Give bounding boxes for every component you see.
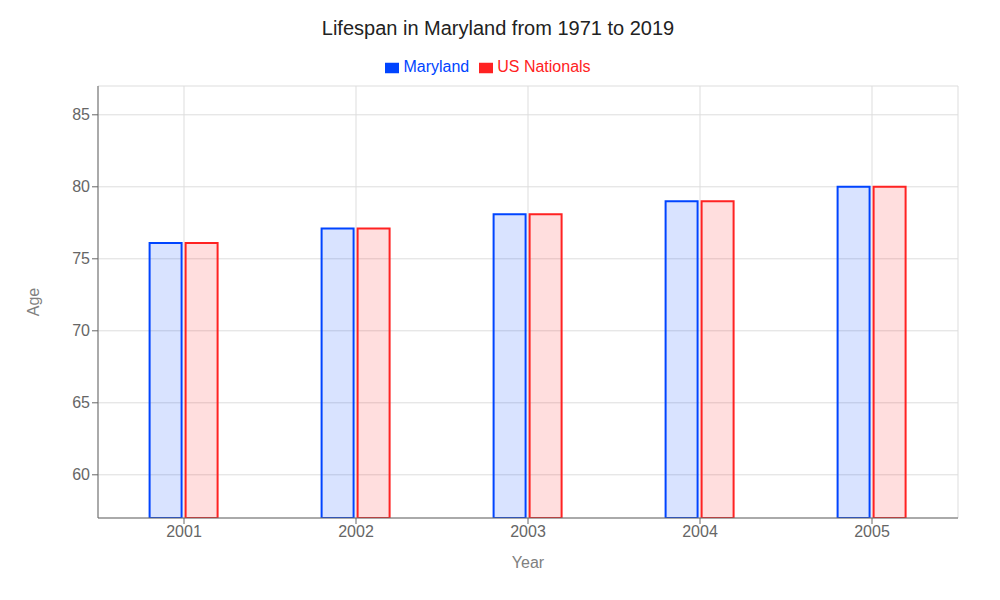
svg-text:80: 80 <box>72 178 90 195</box>
svg-text:65: 65 <box>72 394 90 411</box>
html-text:US Nationals: US Nationals <box>497 58 591 75</box>
html-text:Lifespan in Maryland from 1971: Lifespan in Maryland from 1971 to 2019 <box>321 17 675 39</box>
svg-text:85: 85 <box>72 106 90 123</box>
svg-text:2001: 2001 <box>166 523 202 540</box>
svg-text:60: 60 <box>72 466 90 483</box>
svg-text:Age: Age <box>25 288 42 317</box>
svg-text:2002: 2002 <box>338 523 374 540</box>
svg-text:75: 75 <box>72 250 90 267</box>
svg-text:2005: 2005 <box>854 523 890 540</box>
svg-text:70: 70 <box>72 322 90 339</box>
svg-text:2003: 2003 <box>510 523 546 540</box>
html-text:Maryland: Maryland <box>403 58 470 75</box>
svg-text:2004: 2004 <box>682 523 718 540</box>
svg-text:Year: Year <box>512 554 545 571</box>
